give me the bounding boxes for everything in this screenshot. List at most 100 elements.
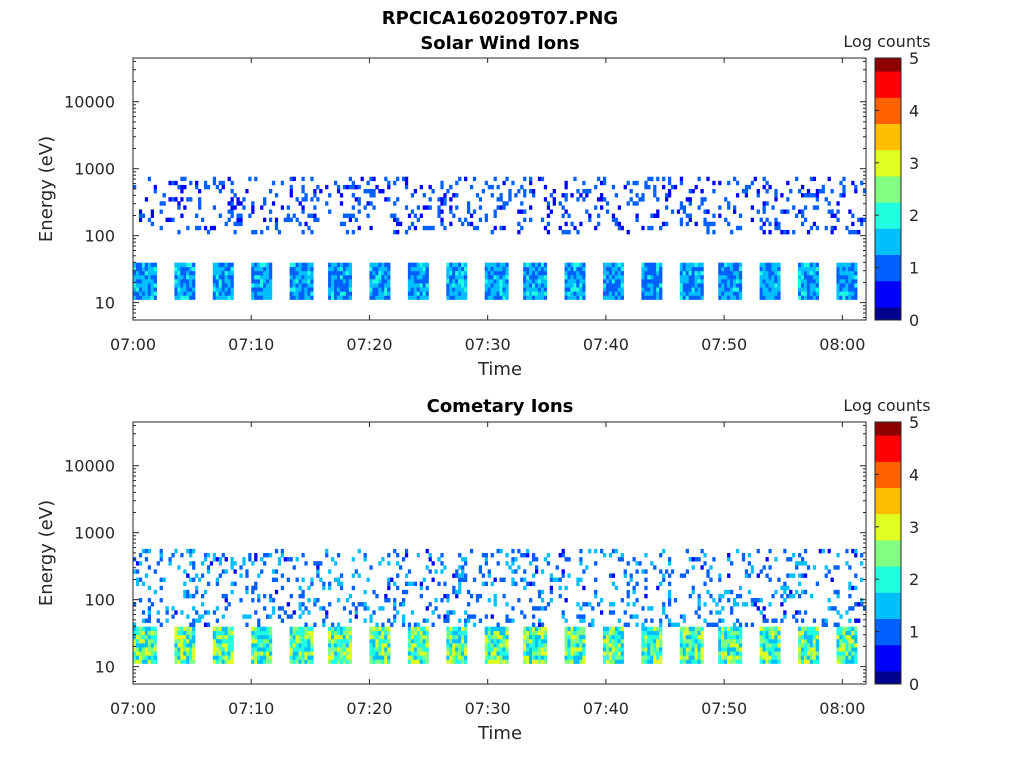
heatmap-cell	[505, 647, 509, 652]
heatmap-cell	[372, 176, 376, 182]
heatmap-cell	[564, 221, 568, 227]
heatmap-cell	[727, 634, 731, 640]
heatmap-cell	[153, 651, 157, 656]
heatmap-cell	[218, 643, 222, 648]
heatmap-cell	[301, 287, 305, 292]
heatmap-cell	[224, 283, 228, 288]
heatmap-cell	[422, 193, 426, 198]
heatmap-cell	[257, 283, 261, 288]
heatmap-cell	[464, 630, 468, 636]
heatmap-cell	[487, 287, 491, 292]
heatmap-cell	[502, 593, 506, 599]
heatmap-cell	[573, 279, 577, 284]
heatmap-cell	[665, 221, 669, 227]
heatmap-cell	[836, 565, 840, 570]
heatmap-cell	[218, 655, 222, 660]
heatmap-cell	[292, 279, 296, 284]
y-tick-label: 1000	[74, 160, 115, 179]
heatmap-cell	[336, 189, 341, 194]
heatmap-cell	[464, 573, 468, 578]
heatmap-cell	[484, 270, 488, 276]
heatmap-cell	[378, 295, 382, 300]
heatmap-cell	[333, 630, 338, 636]
heatmap-cell	[768, 602, 772, 607]
heatmap-cell	[614, 270, 619, 276]
heatmap-cell	[653, 630, 657, 636]
heatmap-cell	[611, 213, 616, 218]
heatmap-cell	[679, 659, 684, 664]
heatmap-cell	[233, 561, 237, 566]
heatmap-cell	[280, 553, 285, 558]
heatmap-cell	[195, 589, 199, 595]
heatmap-cell	[712, 229, 716, 235]
heatmap-cell	[641, 647, 645, 652]
heatmap-cell	[599, 197, 604, 202]
heatmap-cell	[691, 270, 695, 276]
heatmap-cell	[502, 659, 506, 664]
heatmap-cell	[854, 634, 858, 640]
heatmap-cell	[399, 602, 403, 607]
heatmap-cell	[582, 180, 586, 186]
heatmap-cell	[493, 659, 497, 664]
heatmap-cell	[135, 634, 140, 640]
heatmap-cell	[307, 295, 311, 300]
heatmap-cell	[304, 193, 308, 198]
heatmap-cell	[650, 283, 654, 288]
heatmap-cell	[688, 557, 692, 562]
heatmap-cell	[144, 279, 149, 284]
heatmap-cell	[854, 287, 858, 292]
heatmap-cell	[186, 638, 190, 644]
heatmap-cell	[198, 201, 202, 206]
heatmap-cell	[523, 638, 527, 644]
heatmap-cell	[653, 643, 657, 648]
heatmap-cell	[135, 262, 140, 268]
heatmap-cell	[798, 291, 802, 296]
heatmap-cell	[552, 201, 556, 206]
heatmap-cell	[582, 189, 586, 194]
heatmap-cell	[304, 634, 308, 640]
heatmap-cell	[644, 180, 648, 186]
heatmap-cell	[369, 270, 373, 276]
heatmap-cell	[153, 279, 157, 284]
heatmap-cell	[221, 593, 225, 599]
heatmap-cell	[697, 647, 701, 652]
heatmap-cell	[768, 659, 772, 664]
heatmap-cell	[529, 291, 533, 296]
colorbar-segment	[875, 189, 901, 194]
heatmap-cell	[682, 659, 687, 664]
heatmap-cell	[579, 647, 583, 652]
heatmap-cell	[292, 283, 296, 288]
heatmap-cell	[369, 565, 373, 570]
heatmap-cell	[691, 638, 695, 644]
heatmap-cell	[416, 205, 420, 210]
heatmap-cell	[537, 589, 542, 595]
heatmap-cell	[608, 651, 613, 656]
heatmap-cell	[268, 270, 273, 276]
heatmap-cell	[532, 291, 536, 296]
colorbar-segment	[875, 271, 901, 277]
heatmap-cell	[727, 201, 731, 206]
heatmap-cell	[599, 193, 604, 198]
heatmap-cell	[493, 647, 497, 652]
heatmap-cell	[650, 225, 654, 231]
heatmap-cell	[570, 655, 574, 660]
heatmap-cell	[727, 598, 731, 603]
heatmap-cell	[189, 577, 193, 582]
heatmap-cell	[328, 262, 332, 268]
heatmap-cell	[384, 287, 388, 292]
heatmap-cell	[546, 229, 551, 235]
heatmap-cell	[851, 659, 855, 664]
heatmap-cell	[700, 197, 704, 202]
heatmap-cell	[605, 651, 610, 656]
cometary-colorbar-label: Log counts	[843, 396, 930, 415]
heatmap-cell	[254, 585, 258, 591]
heatmap-cell	[617, 655, 621, 660]
heatmap-cell	[605, 287, 610, 292]
heatmap-cell	[762, 266, 766, 272]
heatmap-cell	[271, 610, 276, 615]
heatmap-cell	[180, 213, 184, 218]
heatmap-cell	[798, 266, 802, 272]
heatmap-cell	[836, 287, 840, 292]
heatmap-cell	[798, 630, 802, 636]
heatmap-cell	[644, 184, 648, 190]
